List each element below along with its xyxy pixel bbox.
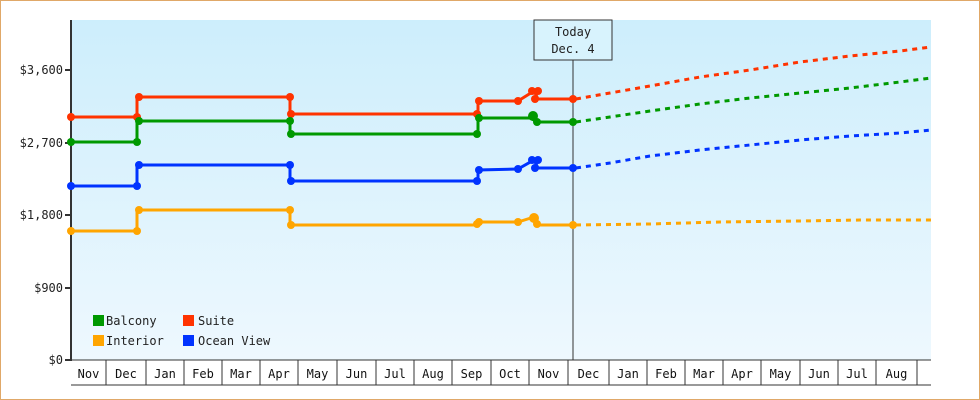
legend-item-suite: Suite — [183, 314, 234, 328]
legend-label-ocean-view: Ocean View — [198, 334, 271, 348]
x-month-label: Jul — [846, 367, 868, 381]
series-interior — [67, 206, 931, 235]
y-tick-label: $900 — [34, 281, 63, 295]
x-month-label: Dec — [115, 367, 137, 381]
y-tick-label: $1,800 — [20, 208, 63, 222]
x-month-label: May — [770, 367, 792, 381]
x-axis-months: Nov Dec Jan Feb Mar Apr May Jun Jul Aug Sep Oct Nov D… — [71, 359, 931, 386]
legend-label-suite: Suite — [198, 314, 234, 328]
x-month-label: Feb — [655, 367, 677, 381]
y-axis-ticks: $0 $900 $1,800 $2,700 $3,600 — [20, 63, 71, 367]
x-month-label: Mar — [230, 367, 252, 381]
x-month-label: Jan — [617, 367, 639, 381]
series-suite — [67, 45, 932, 121]
x-month-label: Apr — [268, 367, 290, 381]
series-ocean-view — [67, 128, 932, 190]
x-month-label: Aug — [886, 367, 908, 381]
x-month-label: Oct — [499, 367, 521, 381]
legend-swatch-ocean-view — [183, 335, 194, 346]
x-month-label: Jun — [346, 367, 368, 381]
today-label-line1: Today — [555, 25, 591, 39]
legend-item-interior: Interior — [93, 334, 164, 348]
legend-item-ocean-view: Ocean View — [183, 334, 271, 348]
x-month-label: Mar — [693, 367, 715, 381]
x-month-label: Jun — [808, 367, 830, 381]
legend-swatch-interior — [93, 335, 104, 346]
x-month-label: Sep — [461, 367, 483, 381]
x-month-label: Nov — [78, 367, 100, 381]
legend: Balcony Suite Interior Ocean View — [93, 314, 271, 348]
legend-label-balcony: Balcony — [106, 314, 157, 328]
y-tick-label: $0 — [49, 353, 63, 367]
y-tick-label: $2,700 — [20, 136, 63, 150]
today-label: Today Dec. 4 — [533, 19, 613, 61]
series-balcony — [67, 76, 932, 146]
x-month-label: Nov — [538, 367, 560, 381]
series-lines — [67, 45, 932, 235]
x-month-label: Jan — [154, 367, 176, 381]
legend-item-balcony: Balcony — [93, 314, 157, 328]
x-month-label: May — [307, 367, 329, 381]
y-tick-label: $3,600 — [20, 63, 63, 77]
x-month-label: Aug — [422, 367, 444, 381]
legend-label-interior: Interior — [106, 334, 164, 348]
legend-swatch-balcony — [93, 315, 104, 326]
x-month-label: Jul — [384, 367, 406, 381]
today-label-line2: Dec. 4 — [551, 42, 594, 56]
plot-area — [71, 20, 931, 360]
x-month-label: Dec — [578, 367, 600, 381]
x-month-label: Feb — [192, 367, 214, 381]
x-month-label: Apr — [731, 367, 753, 381]
legend-swatch-suite — [183, 315, 194, 326]
